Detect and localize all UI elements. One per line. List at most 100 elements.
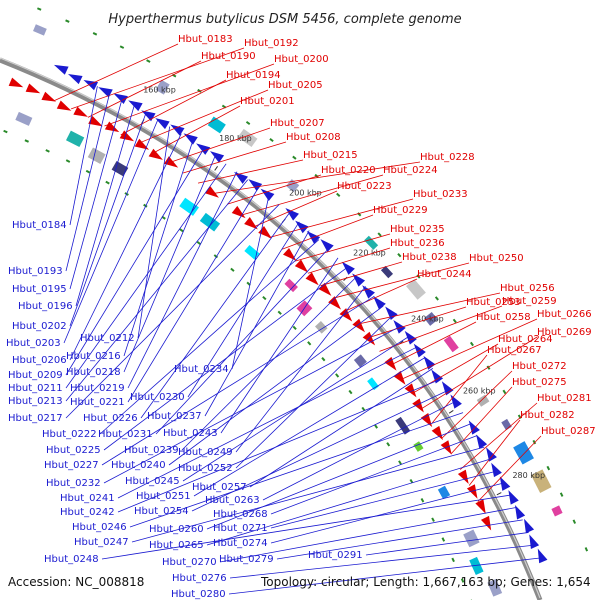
reverse-gene-leader-line	[99, 239, 320, 435]
reverse-gene-label: Hbut_0279	[219, 554, 274, 565]
reverse-gene-leader-line	[193, 357, 426, 497]
reverse-gene-label: Hbut_0230	[130, 392, 185, 403]
forward-gene-leader-line	[167, 127, 271, 164]
gc-content-mark	[532, 439, 537, 445]
reverse-gene-label: Hbut_0218	[66, 367, 121, 378]
gc-content-mark	[119, 45, 125, 49]
reverse-gene-leader-line	[182, 336, 409, 482]
reverse-gene-arrow	[170, 124, 185, 136]
forward-gene-arrow	[244, 217, 258, 230]
reverse-gene-arrow	[295, 220, 309, 234]
reverse-gene-arrow	[514, 504, 526, 520]
feature-block	[463, 529, 480, 548]
reverse-gene-label: Hbut_0209	[8, 370, 63, 381]
reverse-gene-label: Hbut_0227	[44, 460, 99, 471]
reverse-gene-label: Hbut_0234	[174, 364, 229, 375]
gc-content-mark	[469, 341, 474, 347]
reverse-gene-leader-line	[69, 112, 147, 327]
reverse-gene-leader-line	[181, 276, 357, 451]
forward-gene-leader-line	[421, 336, 538, 409]
scale-tick-label: 160 kbp	[143, 86, 176, 95]
reverse-gene-leader-line	[65, 163, 227, 389]
forward-gene-label: Hbut_0236	[390, 238, 445, 249]
reverse-gene-leader-line	[127, 171, 238, 389]
forward-gene-leader-line	[226, 174, 322, 205]
forward-gene-arrow	[73, 106, 88, 117]
reverse-gene-leader-line	[219, 506, 517, 563]
feature-block	[531, 469, 552, 493]
forward-gene-leader-line	[87, 60, 202, 118]
reverse-gene-leader-line	[235, 315, 393, 469]
reverse-gene-arrow	[362, 285, 375, 299]
gc-skew-mark	[409, 478, 414, 484]
feature-block	[551, 505, 563, 517]
forward-gene-labels: Hbut_0183 Hbut_0192 Hbut_0190 Hbut_0200 Hbut…	[178, 34, 596, 437]
feature-block	[33, 24, 47, 36]
reverse-gene-label: Hbut_0263	[205, 495, 260, 506]
feature-block	[424, 311, 438, 326]
forward-gene-leader-line	[268, 198, 414, 239]
forward-gene-leader-line	[212, 161, 421, 194]
forward-gene-leader-line	[254, 190, 338, 227]
reverse-gene-leader-line	[63, 119, 159, 344]
reverse-gene-label: Hbut_0203	[6, 338, 61, 349]
gc-content-mark	[245, 121, 251, 125]
forward-gene-leader-line	[390, 321, 477, 366]
gc-skew-mark	[3, 129, 8, 134]
forward-gene-leader-line	[182, 141, 287, 174]
forward-gene-leader-line	[53, 43, 179, 102]
forward-label-lines	[53, 43, 542, 502]
gc-content-mark	[502, 389, 507, 395]
reverse-gene-label: Hbut_0247	[74, 537, 129, 548]
scale-tick-label: 260 kbp	[463, 386, 496, 395]
reverse-gene-label: Hbut_0270	[162, 557, 217, 568]
reverse-gene-label: Hbut_0193	[8, 266, 63, 277]
reverse-gene-label: Hbut_0217	[8, 413, 63, 424]
reverse-gene-arrow	[128, 100, 143, 112]
map-title: Hyperthermus butylicus DSM 5456, complet…	[108, 12, 461, 27]
reverse-gene-leader-line	[168, 305, 384, 466]
reverse-gene-label: Hbut_0225	[46, 445, 101, 456]
reverse-gene-leader-line	[65, 92, 111, 272]
feature-block	[111, 161, 129, 177]
forward-gene-label: Hbut_0244	[417, 269, 472, 280]
reverse-gene-label: Hbut_0240	[111, 460, 166, 471]
feature-block	[87, 147, 106, 165]
forward-gene-label: Hbut_0229	[373, 205, 428, 216]
feature-block	[469, 556, 484, 576]
reverse-gene-label: Hbut_0206	[12, 355, 67, 366]
forward-gene-label: Hbut_0238	[402, 252, 457, 263]
reverse-gene-leader-line	[276, 519, 523, 560]
genome-backbone-ring	[0, 57, 543, 600]
forward-gene-label: Hbut_0205	[268, 80, 323, 91]
gc-skew-mark	[307, 341, 312, 346]
gc-content-mark	[65, 19, 70, 23]
forward-gene-leader-line	[459, 402, 538, 470]
forward-gene-leader-line	[307, 247, 391, 274]
reverse-gene-leader-line	[204, 230, 310, 417]
reverse-gene-label: Hbut_0243	[163, 428, 218, 439]
forward-gene-arrow	[318, 282, 332, 296]
forward-gene-leader-line	[332, 262, 470, 299]
feature-block	[513, 441, 534, 465]
reverse-gene-label: Hbut_0219	[70, 383, 125, 394]
reverse-gene-arrow	[423, 355, 436, 370]
gc-skew-mark	[230, 267, 235, 272]
reverse-gene-arrow	[431, 369, 444, 384]
reverse-gene-label: Hbut_0252	[178, 463, 233, 474]
forward-gene-arrow	[148, 148, 163, 160]
reverse-gene-arrow	[113, 93, 128, 105]
forward-gene-arrow	[412, 398, 424, 413]
scale-tick-mark	[496, 492, 502, 496]
reverse-gene-label: Hbut_0274	[213, 538, 268, 549]
reverse-gene-arrow	[385, 306, 398, 321]
feature-block	[179, 197, 199, 216]
forward-gene-arrow	[404, 383, 417, 398]
gc-skew-mark	[262, 295, 267, 301]
forward-gene-label: Hbut_0264	[498, 334, 553, 345]
gc-skew-mark	[431, 517, 435, 522]
forward-gene-label: Hbut_0201	[240, 96, 295, 107]
forward-gene-arrow	[384, 356, 397, 371]
reverse-gene-leader-line	[65, 204, 280, 419]
